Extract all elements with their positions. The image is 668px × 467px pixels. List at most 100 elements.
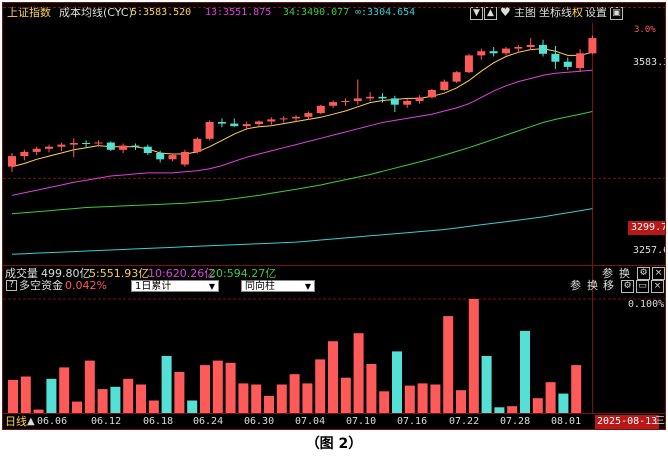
candle-body [403, 101, 412, 105]
fund-bar [251, 384, 262, 413]
date-tick: 06.12 [91, 416, 122, 427]
fund-bar [481, 356, 492, 413]
candle-body [477, 51, 486, 56]
candle-body [267, 119, 276, 122]
candle-body [242, 124, 251, 127]
fund-bar [276, 384, 287, 413]
index-name[interactable]: 上证指数 [7, 6, 51, 19]
axis-line-button[interactable]: 坐标线 [539, 6, 572, 19]
candle-body [205, 122, 214, 139]
date-tick: 07.22 [449, 416, 480, 427]
candle-body [131, 145, 140, 147]
candle-body [452, 72, 461, 82]
date-tick: 06.06 [37, 416, 68, 427]
close-icon[interactable]: × [651, 280, 664, 293]
candle-body [502, 48, 510, 54]
volume-ma10: 10:620.26亿 [148, 267, 216, 280]
fund-bar [84, 360, 95, 413]
candle-body [292, 116, 301, 119]
fund-bar [507, 406, 518, 413]
chart-frame: 上证指数 成本均线(CYC) 5:3583.520 13:3551.875 34… [2, 2, 666, 430]
fund-header: ? 多空资金 0.042% 1日累计 ▼ 同向柱 ▼ 参 换 移 ⚙ ▭ × [3, 279, 665, 294]
candle-body [82, 143, 91, 144]
close-icon[interactable]: × [652, 267, 665, 280]
date-tick: 06.24 [193, 416, 224, 427]
axis-separator [592, 23, 593, 413]
bar-mode-select[interactable]: 同向柱 ▼ [241, 280, 315, 292]
main-chart-button[interactable]: 主图 [514, 6, 536, 19]
candle-body [94, 142, 103, 144]
triangle-down-icon[interactable]: ▼ [470, 7, 483, 20]
fund-bar [46, 378, 57, 413]
fund-move-button[interactable]: 移 [603, 279, 614, 292]
candle-body [329, 102, 338, 106]
period-select[interactable]: 1日累计 ▼ [131, 280, 219, 292]
fund-bar [33, 409, 44, 413]
candle-body [119, 145, 128, 150]
candle-body [69, 143, 78, 145]
fund-bar [379, 391, 390, 413]
fund-bar [110, 386, 121, 413]
settings-button[interactable]: 设置 [585, 6, 607, 19]
fund-bar [161, 356, 172, 413]
fund-bar [136, 384, 146, 413]
candle-body [8, 156, 16, 167]
volume-total: 499.80亿 [41, 267, 91, 280]
volume-header: 成交量 499.80亿 5:551.93亿 10:620.26亿 20:594.… [3, 265, 665, 280]
volume-param-button[interactable]: 参 [602, 267, 613, 280]
candle-body [255, 121, 263, 125]
volume-ma5: 5:551.93亿 [89, 267, 150, 280]
start-marker-icon: ▲ [27, 416, 35, 427]
fund-bar [238, 383, 249, 413]
candle-body [230, 123, 239, 127]
menu-end-icon[interactable]: 三 [655, 416, 665, 427]
candle-body [32, 148, 41, 152]
ma13-value: 13:3551.875 [205, 7, 272, 18]
settings-gear-icon[interactable]: ⚙ [637, 267, 650, 280]
chevron-down-icon: ▼ [304, 282, 311, 291]
volume-switch-button[interactable]: 换 [619, 267, 630, 280]
ma13-line [11, 69, 593, 196]
fund-bar [289, 374, 300, 413]
figure-caption: （图 2） [305, 436, 363, 452]
fund-bar [123, 378, 134, 413]
fund-bar [545, 382, 556, 413]
fund-bar [443, 316, 454, 413]
window-restore-icon[interactable]: ▣ [610, 7, 623, 20]
candle-body [440, 81, 449, 90]
restore-icon[interactable]: ▭ [636, 280, 649, 293]
help-icon[interactable]: ? [6, 280, 17, 291]
date-tick: 07.28 [500, 416, 531, 427]
candle-body [366, 96, 375, 99]
fund-switch-button[interactable]: 换 [587, 279, 598, 292]
ma34-value: 34:3490.077 [283, 7, 350, 18]
candle-body [489, 51, 498, 54]
fund-bar [404, 385, 415, 413]
indicator-label[interactable]: 成本均线(CYC) [59, 6, 133, 19]
rights-button[interactable]: 权 [572, 6, 583, 19]
heart-icon[interactable]: ♥ [500, 5, 511, 19]
price-axis-label-3257: 3257.6 [633, 245, 666, 256]
candle-body [279, 118, 288, 120]
candle-body [378, 96, 387, 99]
period-label[interactable]: 日线 [5, 415, 27, 428]
fund-bar [315, 359, 326, 413]
settings-gear-icon[interactable]: ⚙ [621, 280, 634, 293]
candle-body [168, 155, 177, 160]
candle-body [526, 44, 535, 47]
ma34-line [11, 111, 593, 215]
date-tick: 07.04 [295, 416, 326, 427]
fund-bar [417, 383, 428, 413]
candle-body [193, 138, 202, 152]
price-axis-top-label: 3.0% [634, 25, 656, 35]
candle-body [390, 98, 399, 105]
candle-body [217, 122, 226, 124]
fund-bar [456, 390, 466, 413]
candle-body [143, 146, 152, 153]
fund-param-button[interactable]: 参 [570, 279, 581, 292]
date-tick: 07.10 [346, 416, 377, 427]
fund-bar [187, 400, 198, 413]
fund-bar [494, 407, 505, 413]
date-tick: 06.18 [143, 416, 174, 427]
ma-inf-value: ∞:3304.654 [355, 7, 416, 18]
